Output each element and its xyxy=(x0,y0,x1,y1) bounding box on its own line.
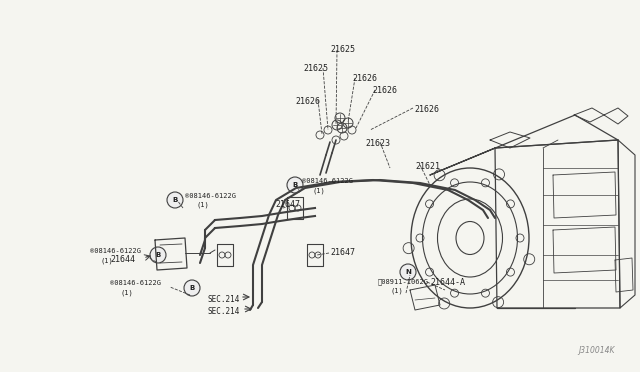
Text: (1): (1) xyxy=(313,187,326,193)
Text: B: B xyxy=(292,182,298,188)
Text: 21626: 21626 xyxy=(352,74,377,83)
Text: 21625: 21625 xyxy=(330,45,355,54)
Text: B: B xyxy=(189,285,195,291)
Text: 21644-A: 21644-A xyxy=(430,278,465,287)
Circle shape xyxy=(150,247,166,263)
Text: 21626: 21626 xyxy=(295,97,320,106)
Circle shape xyxy=(184,280,200,296)
Text: SEC.214: SEC.214 xyxy=(207,295,239,304)
Circle shape xyxy=(167,192,183,208)
Text: N: N xyxy=(405,269,411,275)
Text: 21644: 21644 xyxy=(110,255,135,264)
Text: (1): (1) xyxy=(101,257,114,263)
Text: (1): (1) xyxy=(196,202,209,208)
Text: 21626: 21626 xyxy=(414,105,439,114)
Text: 21623: 21623 xyxy=(365,139,390,148)
Text: 21647: 21647 xyxy=(275,200,300,209)
Text: ®08146-6122G: ®08146-6122G xyxy=(110,280,161,286)
Circle shape xyxy=(287,177,303,193)
Text: ®08146-6122G: ®08146-6122G xyxy=(302,178,353,184)
Text: J310014K: J310014K xyxy=(579,346,615,355)
Text: 21626: 21626 xyxy=(372,86,397,95)
Text: ®08146-6122G: ®08146-6122G xyxy=(90,248,141,254)
Text: 21621: 21621 xyxy=(415,162,440,171)
Text: 21625: 21625 xyxy=(303,64,328,73)
Text: B: B xyxy=(156,252,161,258)
Text: (1): (1) xyxy=(390,287,403,294)
Text: 21647: 21647 xyxy=(330,248,355,257)
Text: (1): (1) xyxy=(121,289,134,295)
Text: ⓝ08911-1062G: ⓝ08911-1062G xyxy=(378,278,429,285)
Text: B: B xyxy=(172,197,178,203)
Text: ®08146-6122G: ®08146-6122G xyxy=(185,193,236,199)
Text: SEC.214: SEC.214 xyxy=(207,307,239,316)
Circle shape xyxy=(400,264,416,280)
